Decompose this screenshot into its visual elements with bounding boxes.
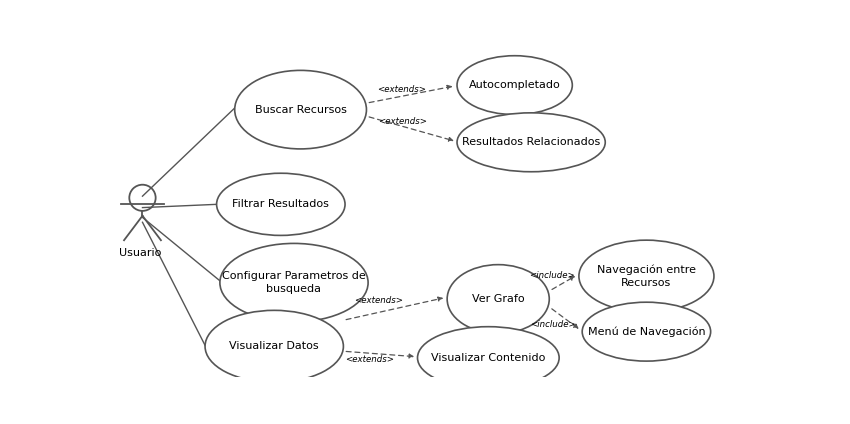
Ellipse shape xyxy=(582,302,711,361)
Text: <extends>: <extends> xyxy=(354,296,403,305)
Ellipse shape xyxy=(235,70,366,149)
Text: Ver Grafo: Ver Grafo xyxy=(472,294,524,304)
Text: <include>: <include> xyxy=(530,320,575,329)
Text: <include>: <include> xyxy=(529,271,575,280)
Text: Configurar Parametros de
busqueda: Configurar Parametros de busqueda xyxy=(222,271,366,294)
Text: Resultados Relacionados: Resultados Relacionados xyxy=(462,137,600,147)
Ellipse shape xyxy=(217,173,345,235)
Text: Visualizar Datos: Visualizar Datos xyxy=(230,341,319,351)
Ellipse shape xyxy=(205,310,343,382)
Text: Navegación entre
Recursos: Navegación entre Recursos xyxy=(597,265,696,287)
Text: <extends>: <extends> xyxy=(345,354,394,363)
Ellipse shape xyxy=(579,240,714,312)
Text: Usuario: Usuario xyxy=(119,248,161,258)
Ellipse shape xyxy=(447,265,549,333)
Text: Menú de Navegación: Menú de Navegación xyxy=(587,326,705,337)
Text: Autocompletado: Autocompletado xyxy=(469,80,560,90)
Text: Buscar Recursos: Buscar Recursos xyxy=(255,105,347,114)
Text: Filtrar Resultados: Filtrar Resultados xyxy=(232,199,329,209)
Ellipse shape xyxy=(417,326,559,389)
Text: Visualizar Contenido: Visualizar Contenido xyxy=(431,353,546,363)
Text: <extends>: <extends> xyxy=(378,117,428,126)
Ellipse shape xyxy=(457,56,572,114)
Ellipse shape xyxy=(457,113,605,172)
Text: <extends>: <extends> xyxy=(377,85,426,94)
Ellipse shape xyxy=(220,243,368,322)
